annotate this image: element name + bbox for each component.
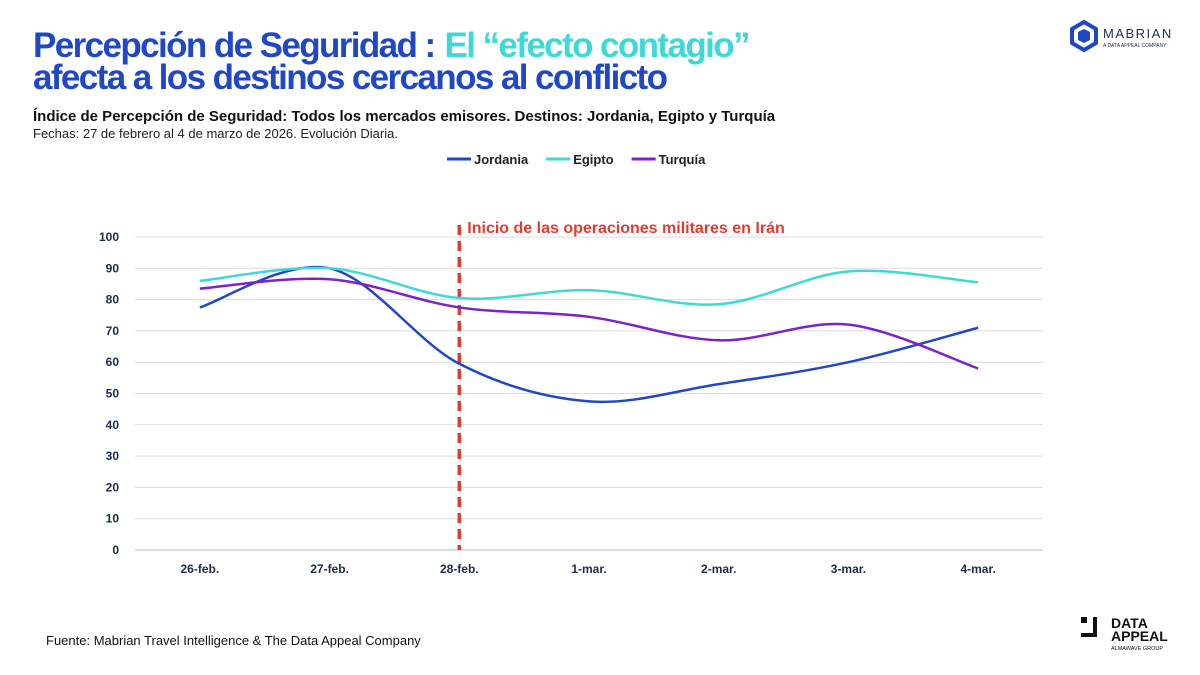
y-tick-label: 80 <box>106 293 120 307</box>
legend-label: Jordania <box>474 152 529 167</box>
logo-text: DATA <box>1111 615 1148 631</box>
x-tick-label: 2-mar. <box>701 562 736 576</box>
logo-text: A DATA APPEAL COMPANY <box>1103 43 1167 49</box>
legend-label: Turquía <box>659 152 706 167</box>
legend-label: Egipto <box>573 152 613 167</box>
source: Fuente: Mabrian Travel Intelligence & Th… <box>46 633 421 648</box>
y-tick-label: 40 <box>106 418 120 432</box>
y-tick-label: 70 <box>106 324 120 338</box>
y-tick-label: 50 <box>106 387 120 401</box>
series-line <box>199 277 979 370</box>
logo-text: ALMAWAVE GROUP <box>1111 646 1163 652</box>
y-tick-label: 0 <box>112 543 119 557</box>
annotation: Inicio de las operaciones militares en I… <box>467 220 784 237</box>
y-tick-label: 10 <box>106 512 120 526</box>
x-tick-label: 26-feb. <box>181 562 220 576</box>
x-tick-label: 28-feb. <box>440 562 479 576</box>
logo-text: APPEAL <box>1111 628 1168 644</box>
y-tick-label: 60 <box>106 355 120 369</box>
subtitle: Índice de Percepción de Seguridad: Todos… <box>33 108 776 125</box>
title-part: Percepción de Seguridad : <box>33 26 435 65</box>
y-tick-label: 30 <box>106 449 120 463</box>
y-tick-label: 100 <box>99 230 119 244</box>
y-tick-label: 20 <box>106 480 120 494</box>
series-line <box>199 265 979 404</box>
y-tick-label: 90 <box>106 261 120 275</box>
logo-text: MABRIAN <box>1103 26 1173 41</box>
x-tick-label: 27-feb. <box>310 562 349 576</box>
series-line <box>199 266 979 306</box>
data-appeal-logo: DATA APPEAL ALMAWAVE GROUP <box>1081 615 1168 652</box>
title-part: El “efecto contagio” <box>445 26 749 65</box>
note: Fechas: 27 de febrero al 4 de marzo de 2… <box>33 126 398 141</box>
x-tick-label: 4-mar. <box>960 562 995 576</box>
x-tick-label: 1-mar. <box>571 562 606 576</box>
x-tick-label: 3-mar. <box>831 562 866 576</box>
mabrian-logo: MABRIAN A DATA APPEAL COMPANY <box>1070 19 1173 53</box>
title-part: afecta a los destinos cercanos al confli… <box>33 58 668 97</box>
